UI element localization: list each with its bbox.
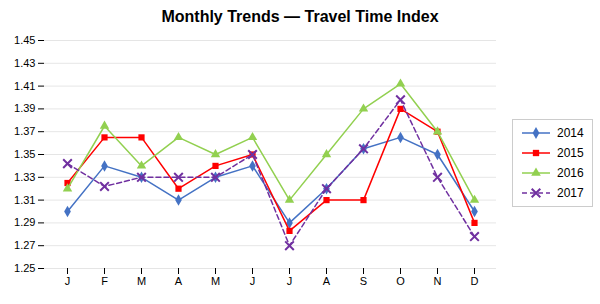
svg-text:1.35: 1.35 — [14, 148, 35, 160]
svg-text:1.45: 1.45 — [14, 34, 35, 46]
svg-text:M: M — [211, 275, 220, 287]
svg-text:A: A — [175, 275, 183, 287]
svg-text:1.33: 1.33 — [14, 171, 35, 183]
html-text:2017: 2017 — [557, 186, 584, 200]
svg-text:D: D — [471, 275, 479, 287]
svg-text:1.27: 1.27 — [14, 239, 35, 251]
svg-text:M: M — [137, 275, 146, 287]
html-text:2016: 2016 — [557, 166, 584, 180]
svg-text:J: J — [250, 275, 256, 287]
svg-text:1.41: 1.41 — [14, 80, 35, 92]
svg-text:1.39: 1.39 — [14, 102, 35, 114]
svg-text:1.43: 1.43 — [14, 57, 35, 69]
svg-text:1.29: 1.29 — [14, 216, 35, 228]
svg-text:N: N — [434, 275, 442, 287]
svg-text:A: A — [323, 275, 331, 287]
svg-text:1.37: 1.37 — [14, 125, 35, 137]
svg-text:J: J — [287, 275, 293, 287]
svg-text:O: O — [396, 275, 405, 287]
svg-text:S: S — [360, 275, 367, 287]
html-text:Monthly Trends — Travel Time I: Monthly Trends — Travel Time Index — [161, 8, 439, 25]
svg-text:J: J — [65, 275, 71, 287]
svg-text:1.31: 1.31 — [14, 194, 35, 206]
svg-text:1.25: 1.25 — [14, 262, 35, 274]
html-text:2014: 2014 — [557, 126, 584, 140]
html-text:2015: 2015 — [557, 146, 584, 160]
svg-text:F: F — [101, 275, 108, 287]
